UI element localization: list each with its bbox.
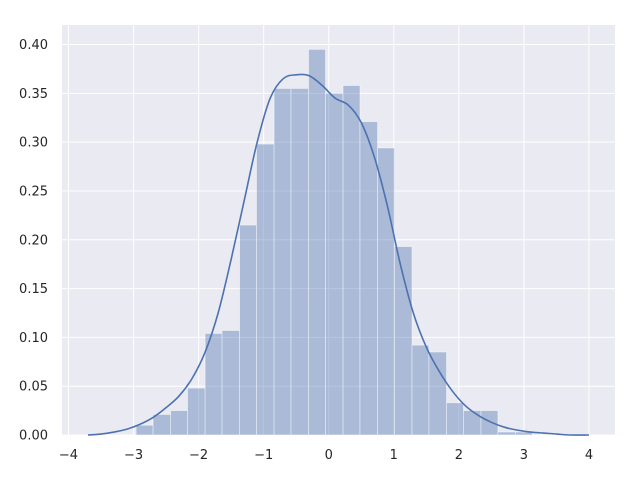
y-tick-label: 0.10 — [19, 331, 48, 346]
x-tick-label: −1 — [254, 448, 273, 463]
x-axis-ticks: −4 −3 −2 −1 0 1 2 3 4 — [59, 448, 593, 463]
histogram-bar — [359, 121, 378, 436]
histogram-bar — [428, 351, 447, 436]
histogram-bar — [290, 88, 309, 436]
histogram-bar — [256, 143, 275, 436]
x-tick-label: 4 — [585, 448, 593, 463]
histogram-bar — [187, 387, 206, 436]
histogram-bar — [480, 410, 499, 436]
histogram-bars — [135, 49, 533, 436]
histogram-bar — [135, 424, 154, 436]
y-tick-label: 0.35 — [19, 87, 48, 102]
histogram-bar — [342, 85, 361, 436]
x-tick-label: −4 — [59, 448, 78, 463]
histogram-bar — [204, 333, 223, 436]
y-tick-label: 0.05 — [19, 380, 48, 395]
y-tick-label: 0.15 — [19, 282, 48, 297]
histogram-bar — [515, 431, 533, 436]
histogram-bar — [411, 344, 430, 436]
y-tick-label: 0.25 — [19, 184, 48, 199]
histogram-bar — [308, 49, 326, 436]
histogram-bar — [170, 410, 188, 436]
x-tick-label: 2 — [455, 448, 463, 463]
histogram-bar — [446, 402, 464, 436]
histogram-bar — [497, 431, 516, 436]
histogram-bar — [221, 330, 241, 436]
histogram-bar — [377, 147, 395, 436]
y-axis-ticks: 0.00 0.05 0.10 0.15 0.20 0.25 0.30 0.35 0.40 — [19, 38, 48, 443]
y-tick-label: 0.30 — [19, 136, 48, 151]
histogram-bar — [239, 224, 257, 436]
y-tick-label: 0.00 — [19, 429, 48, 444]
kde-curve — [87, 73, 589, 436]
x-tick-label: −3 — [124, 448, 143, 463]
y-tick-label: 0.20 — [19, 233, 48, 248]
y-tick-label: 0.40 — [19, 38, 48, 53]
histogram-bar — [463, 410, 482, 436]
histogram-bar — [152, 414, 172, 436]
x-tick-label: 3 — [520, 448, 528, 463]
histogram-bar — [325, 92, 344, 436]
x-tick-label: 1 — [390, 448, 398, 463]
histogram-bar — [273, 88, 292, 436]
x-tick-label: −2 — [189, 448, 208, 463]
x-tick-label: 0 — [325, 448, 333, 463]
